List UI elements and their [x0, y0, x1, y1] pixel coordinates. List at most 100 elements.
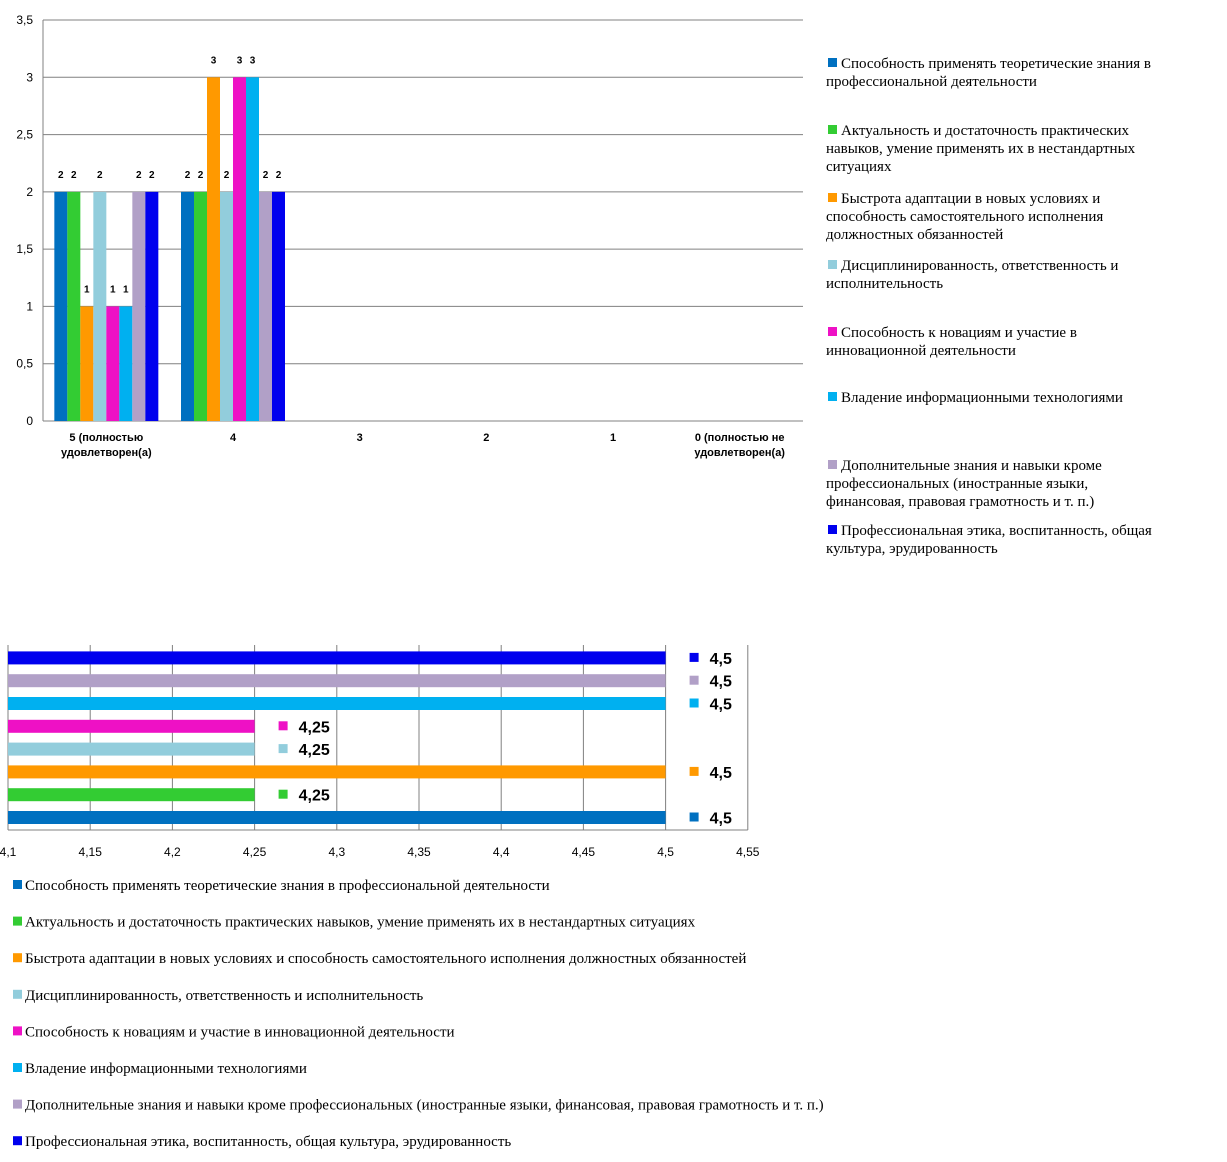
bar — [8, 742, 255, 756]
legend-entry: Владение информационными технологиями — [25, 1061, 307, 1077]
bar-data-label: 2 — [224, 170, 230, 181]
bar — [119, 306, 133, 421]
y-tick-label: 1,5 — [16, 242, 33, 256]
legend-entry: Владение информационными технологиями — [841, 390, 1123, 406]
legend-swatch — [828, 327, 837, 336]
legend-entry: Дополнительные знания и навыки кроме про… — [25, 1098, 824, 1114]
y-tick-label: 1 — [26, 299, 33, 313]
x-tick-label: 4,1 — [0, 845, 17, 859]
y-tick-label: 3,5 — [16, 13, 33, 27]
legend-swatch — [13, 1099, 22, 1109]
bar-data-label: 4,25 — [299, 788, 330, 805]
y-tick-label: 0,5 — [16, 357, 33, 371]
bar — [233, 77, 246, 422]
data-label-marker — [689, 698, 699, 708]
x-tick-label: 4,45 — [572, 845, 596, 859]
legend-entry: Актуальность и достаточность практически… — [25, 915, 696, 931]
bar — [8, 788, 255, 802]
bar-data-label: 2 — [58, 170, 64, 181]
x-category-label: 5 (полностью удовлетворен(а) — [61, 432, 152, 459]
bar-data-label: 1 — [123, 284, 129, 295]
x-category-label: 2 — [483, 432, 489, 444]
legend-entry: Способность применять теоретические знан… — [826, 56, 1151, 90]
bar — [145, 191, 159, 421]
legend-entry: Способность применять теоретические знан… — [25, 878, 550, 894]
x-tick-label: 4,55 — [736, 845, 760, 859]
data-label-marker — [278, 744, 288, 754]
data-label-marker — [689, 766, 699, 776]
bar-data-label: 2 — [263, 170, 269, 181]
data-label-marker — [689, 675, 699, 685]
bar — [80, 306, 94, 421]
x-category-label: 3 — [357, 432, 363, 444]
legend-entry: Профессиональная этика, воспитанность, о… — [826, 523, 1152, 557]
bar-data-label: 3 — [250, 55, 256, 66]
x-tick-label: 4,3 — [328, 845, 345, 859]
x-tick-label: 4,35 — [407, 845, 431, 859]
bar — [194, 191, 207, 421]
bar — [8, 674, 666, 688]
legend-entry: Способность к новациям и участие в иннова… — [826, 325, 1077, 359]
bar — [93, 191, 107, 421]
x-tick-label: 4,5 — [657, 845, 674, 859]
bar — [8, 719, 255, 733]
bar-data-label: 4,5 — [710, 674, 732, 691]
legend-entry: Дисциплинированность, ответственность и … — [25, 988, 423, 1004]
bar-data-label: 4,5 — [710, 765, 732, 782]
legend-swatch — [828, 392, 837, 401]
y-tick-label: 2 — [26, 185, 33, 199]
legend-swatch — [828, 125, 837, 134]
legend-swatch — [13, 953, 22, 963]
legend-vertical-chart: Способность применять теоретические знан… — [826, 56, 1152, 557]
legend-swatch — [13, 989, 22, 999]
data-label-marker — [689, 812, 699, 822]
bar — [8, 651, 666, 665]
legend-swatch — [828, 525, 837, 534]
bar-data-label: 4,5 — [710, 811, 732, 828]
bar — [272, 191, 285, 421]
bar — [132, 191, 146, 421]
legend-swatch — [13, 1026, 22, 1036]
bar-data-label: 3 — [237, 55, 243, 66]
data-label-marker — [278, 789, 288, 799]
vertical-bar-chart: 0 0,5 1 1,5 2 2,5 3 3,5 5 (полностью удовлетворен… — [16, 13, 1152, 557]
legend-swatch — [828, 58, 837, 67]
bar-data-label: 4,5 — [710, 697, 732, 714]
bar-data-label: 2 — [185, 170, 191, 181]
legend-swatch — [828, 260, 837, 269]
bar-data-label: 2 — [276, 170, 282, 181]
data-label-marker — [689, 652, 699, 662]
bar-data-label: 2 — [136, 170, 142, 181]
bar-data-label: 1 — [84, 284, 90, 295]
bar-data-label: 2 — [71, 170, 77, 181]
bar — [54, 191, 68, 421]
legend-entry: Быстрота адаптации в новых условиях и спо… — [826, 191, 1103, 243]
x-tick-label: 4,4 — [493, 845, 510, 859]
bar — [67, 191, 81, 421]
legend-swatch — [13, 1063, 22, 1072]
bar-data-label: 2 — [149, 170, 155, 181]
legend-entry: Актуальность и достаточность практически… — [826, 123, 1136, 175]
bar-data-label: 3 — [211, 55, 217, 66]
legend-entry: Профессиональная этика, воспитанность, о… — [25, 1134, 511, 1150]
legend-swatch — [828, 193, 837, 202]
bar — [8, 697, 666, 710]
legend-entry: Быстрота адаптации в новых условиях и сп… — [25, 951, 746, 967]
bar — [259, 191, 272, 421]
y-tick-label: 3 — [26, 70, 33, 84]
y-tick-label: 0 — [26, 414, 33, 428]
legend-swatch — [13, 916, 22, 926]
legend-entry: Способность к новациям и участие в иннов… — [25, 1024, 455, 1040]
bar-data-label: 2 — [97, 170, 103, 181]
legend-entry: Дополнительные знания и навыки кроме проф… — [826, 458, 1102, 510]
x-category-label: 0 (полностью не удовлетворен(а) — [694, 432, 785, 459]
legend-swatch — [828, 460, 837, 469]
bar — [207, 77, 220, 422]
data-label-marker — [278, 721, 288, 731]
bar-data-label: 4,5 — [710, 651, 732, 668]
bar — [246, 77, 259, 422]
x-category-label: 1 — [610, 432, 616, 444]
x-tick-label: 4,2 — [164, 845, 181, 859]
